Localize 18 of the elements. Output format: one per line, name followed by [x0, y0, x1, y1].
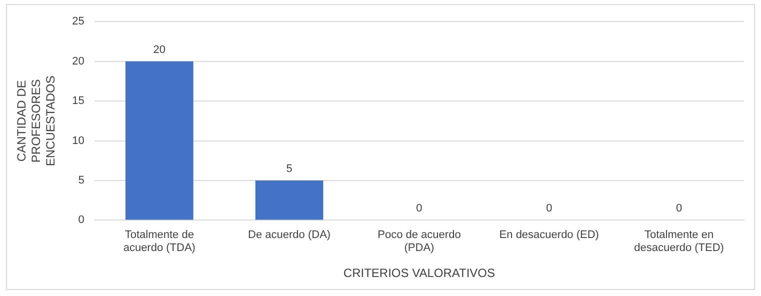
y-tick-label: 0: [78, 214, 84, 226]
data-label: 0: [416, 202, 422, 215]
data-label: 20: [153, 44, 166, 56]
x-tick-label: Poco de acuerdo (PDA): [378, 228, 461, 254]
y-tick-label: 20: [72, 55, 84, 68]
x-tick-label: En desacuerdo (ED): [499, 228, 599, 241]
y-tick-label: 25: [72, 16, 84, 28]
data-label: 0: [676, 202, 682, 215]
data-label: 0: [546, 202, 552, 215]
y-tick-label: 15: [72, 95, 84, 108]
y-tick-label: 10: [72, 134, 84, 147]
y-axis-title: CANTIDAD DE PROFESORES ENCUESTADOS: [14, 76, 58, 166]
y-tick-label: 5: [78, 174, 84, 187]
x-tick-label: Totalmente de acuerdo (TDA): [123, 228, 196, 254]
x-tick-label: Totalmente en desacuerdo (TED): [634, 228, 724, 254]
x-tick-label: De acuerdo (DA): [248, 228, 331, 241]
data-label: 5: [286, 163, 292, 176]
x-axis-title: CRITERIOS VALORATIVOS: [343, 266, 496, 280]
